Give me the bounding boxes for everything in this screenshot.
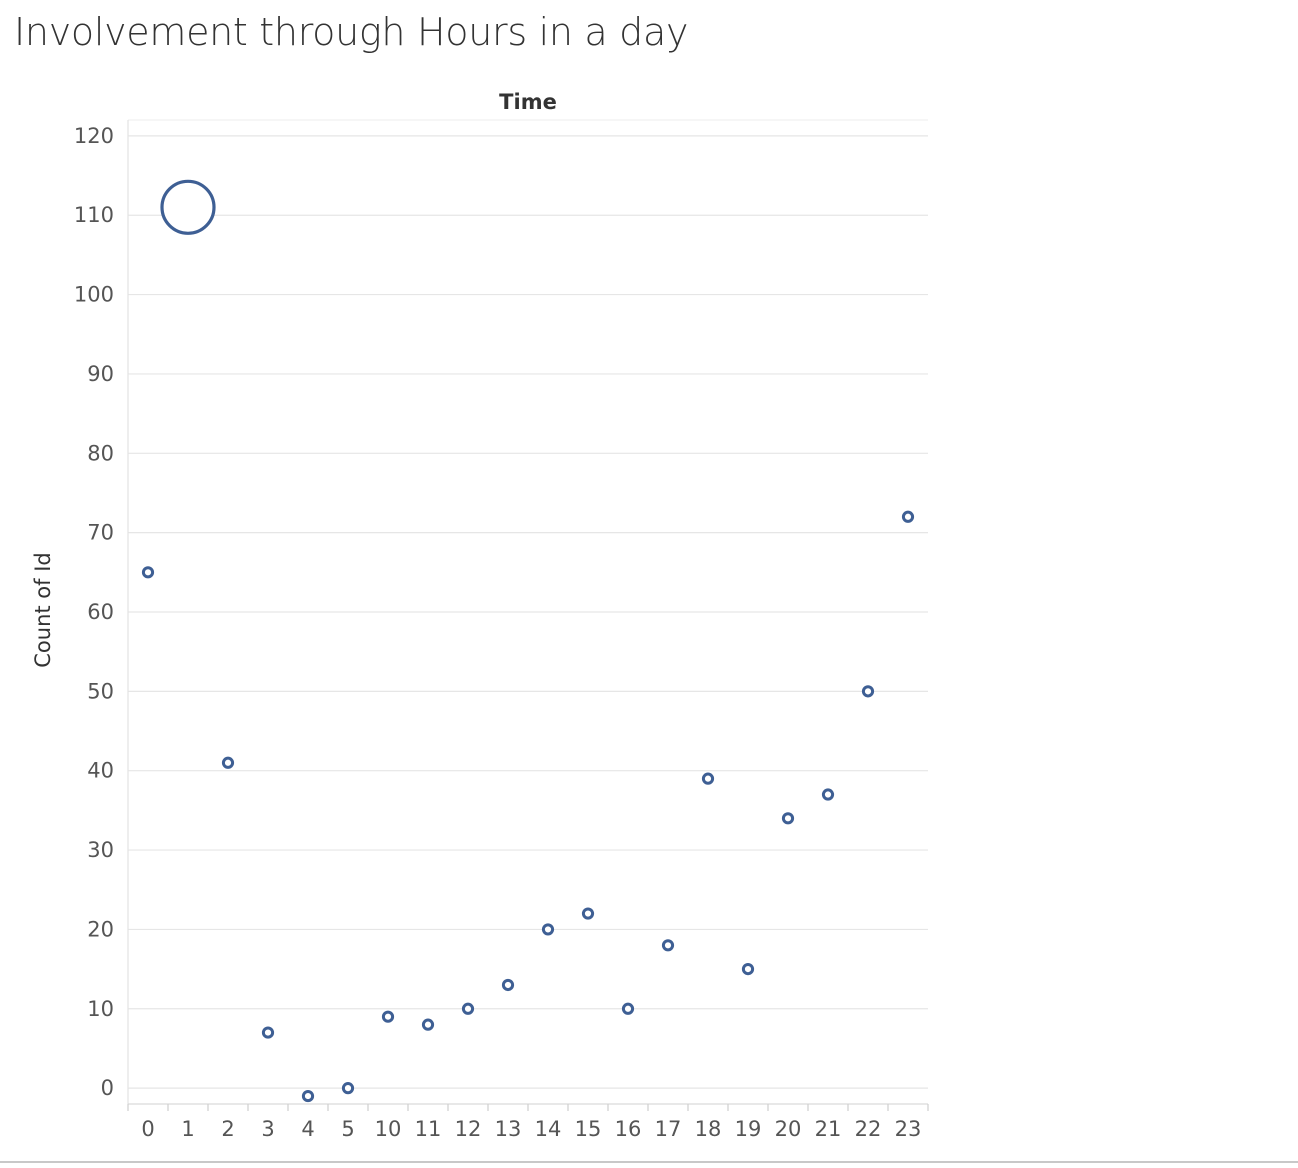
x-tick-label-2: 2 xyxy=(221,1117,234,1141)
data-point-hour-23 xyxy=(903,512,912,521)
x-tick-label-4: 4 xyxy=(301,1117,314,1141)
y-tick-label-40: 40 xyxy=(87,759,114,783)
y-tick-label-120: 120 xyxy=(74,124,114,148)
x-tick-label-23: 23 xyxy=(895,1117,922,1141)
x-tick-label-3: 3 xyxy=(261,1117,274,1141)
data-point-hour-20 xyxy=(783,814,792,823)
data-point-hour-13 xyxy=(503,980,512,989)
y-tick-label-90: 90 xyxy=(87,362,114,386)
data-point-hour-14 xyxy=(543,925,552,934)
bottom-divider xyxy=(0,1161,1298,1163)
y-axis-title: Count of Id xyxy=(31,552,55,667)
data-point-hour-1 xyxy=(162,181,214,233)
x-tick-label-14: 14 xyxy=(535,1117,562,1141)
y-tick-label-30: 30 xyxy=(87,838,114,862)
x-tick-label-0: 0 xyxy=(141,1117,154,1141)
x-tick-label-12: 12 xyxy=(455,1117,482,1141)
x-tick-label-15: 15 xyxy=(575,1117,602,1141)
data-point-hour-21 xyxy=(823,790,832,799)
data-point-hour-0 xyxy=(143,568,152,577)
x-tick-label-17: 17 xyxy=(655,1117,682,1141)
data-point-hour-5 xyxy=(343,1084,352,1093)
y-tick-label-10: 10 xyxy=(87,997,114,1021)
y-tick-label-60: 60 xyxy=(87,600,114,624)
data-point-hour-2 xyxy=(223,758,232,767)
x-tick-label-11: 11 xyxy=(415,1117,442,1141)
data-point-hour-11 xyxy=(423,1020,432,1029)
data-points xyxy=(143,181,912,1100)
data-point-hour-17 xyxy=(663,941,672,950)
y-tick-label-0: 0 xyxy=(101,1076,114,1100)
x-tick-label-18: 18 xyxy=(695,1117,722,1141)
x-tick-label-21: 21 xyxy=(815,1117,842,1141)
axes xyxy=(128,120,928,1111)
x-tick-label-19: 19 xyxy=(735,1117,762,1141)
data-point-hour-22 xyxy=(863,687,872,696)
x-tick-label-1: 1 xyxy=(181,1117,194,1141)
x-tick-label-13: 13 xyxy=(495,1117,522,1141)
x-tick-label-20: 20 xyxy=(775,1117,802,1141)
data-point-hour-18 xyxy=(703,774,712,783)
data-point-hour-15 xyxy=(583,909,592,918)
data-point-hour-4 xyxy=(303,1091,312,1100)
x-tick-label-10: 10 xyxy=(375,1117,402,1141)
y-tick-label-80: 80 xyxy=(87,441,114,465)
data-point-hour-19 xyxy=(743,964,752,973)
gridlines xyxy=(128,136,928,1088)
y-tick-label-100: 100 xyxy=(74,283,114,307)
data-point-hour-16 xyxy=(623,1004,632,1013)
x-tick-labels: 0 1 2 3 4 5 10 11 12 13 14 15 16 17 18 19 20 21 22 23 xyxy=(141,1117,921,1141)
x-tick-label-5: 5 xyxy=(341,1117,354,1141)
y-tick-label-110: 110 xyxy=(74,203,114,227)
x-tick-label-16: 16 xyxy=(615,1117,642,1141)
x-tick-label-22: 22 xyxy=(855,1117,882,1141)
data-point-hour-3 xyxy=(263,1028,272,1037)
data-point-hour-10 xyxy=(383,1012,392,1021)
y-tick-labels: 0 10 20 30 40 50 60 70 80 90 100 110 120 xyxy=(74,124,114,1100)
y-tick-label-70: 70 xyxy=(87,521,114,545)
x-axis-title: Time xyxy=(499,90,557,114)
y-tick-label-50: 50 xyxy=(87,679,114,703)
data-point-hour-12 xyxy=(463,1004,472,1013)
y-tick-label-20: 20 xyxy=(87,917,114,941)
